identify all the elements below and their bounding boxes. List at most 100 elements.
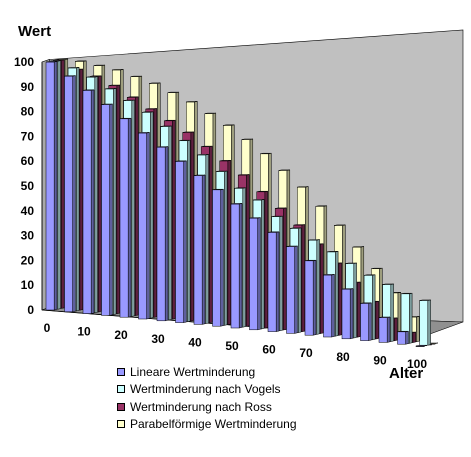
legend-swatch [117, 385, 125, 394]
legend-swatch [117, 367, 125, 376]
bar [193, 174, 206, 325]
bar-side [90, 89, 95, 314]
bar-side [349, 288, 354, 340]
legend-label: Wertminderung nach Vogels [130, 382, 281, 397]
bar-top [364, 274, 376, 276]
bar-side [183, 160, 187, 323]
bar-side [264, 190, 268, 329]
legend-item: Wertminderung nach Vogels [117, 381, 437, 399]
bar-side [227, 160, 231, 325]
bar-side [275, 231, 280, 332]
bar-side [94, 76, 98, 314]
bar-top [286, 245, 298, 247]
bar-side [209, 145, 213, 324]
bar-top [253, 199, 265, 201]
bar-top [175, 160, 187, 162]
bar-top [216, 170, 228, 172]
bar-top [278, 169, 290, 171]
bar-side [412, 331, 416, 343]
bar-top [119, 117, 132, 120]
bar-top [86, 76, 98, 78]
x-tick-label: 40 [188, 335, 202, 349]
bar [249, 217, 261, 331]
bar-side [57, 60, 61, 310]
bar-series [45, 61, 428, 347]
bar-front [82, 90, 92, 314]
bar-top [275, 207, 287, 209]
bar-top [345, 262, 357, 264]
bar-top [308, 239, 320, 241]
bar-side [131, 99, 135, 317]
y-tick-label: 10 [21, 278, 35, 292]
bar [304, 259, 317, 336]
bar-side [164, 146, 169, 322]
bar-top [75, 60, 87, 62]
bar-front [341, 288, 351, 340]
legend-label: Parabelförmige Wertminderung [130, 417, 297, 432]
bar-top [53, 59, 65, 61]
bar-side [353, 262, 357, 339]
legend-item: Lineare Wertminderung [117, 363, 437, 381]
bar-front [267, 232, 277, 332]
bar-side [113, 88, 117, 315]
bar-front [397, 331, 406, 345]
bar-front [323, 274, 332, 338]
bar-side [76, 67, 80, 312]
bar-side [61, 59, 65, 309]
bar-top [101, 103, 113, 105]
bar-side [301, 224, 305, 333]
bar [419, 299, 431, 346]
bar [267, 231, 280, 332]
bar-front [175, 161, 184, 323]
bar [64, 75, 76, 313]
bar-front [45, 61, 55, 311]
bar-front [212, 189, 221, 327]
bar-top [360, 302, 372, 304]
bar-top [271, 215, 283, 217]
bar-side [53, 61, 58, 311]
bar-top [238, 174, 250, 176]
x-axis-label: Alter [389, 365, 423, 382]
bar-side [294, 245, 298, 334]
bar-front [230, 203, 240, 329]
bar-top [378, 316, 391, 318]
bar-top [182, 131, 194, 133]
bar-top [382, 283, 394, 285]
bar-top [230, 203, 243, 205]
bar-top [90, 75, 102, 77]
bar [286, 245, 298, 334]
y-tick-label: 60 [21, 154, 35, 168]
bar-side [283, 207, 287, 331]
bar-top [56, 58, 68, 60]
bar-top [352, 246, 364, 248]
bar-front [193, 175, 203, 325]
bar-side [427, 299, 431, 346]
bar-side [320, 243, 324, 334]
bar-side [146, 132, 150, 320]
bar-top [179, 139, 191, 142]
bar-top [105, 88, 117, 90]
bar-side [390, 283, 394, 342]
bar-top [341, 288, 354, 290]
bar-top [234, 187, 246, 189]
legend-swatch [117, 402, 125, 411]
bar-side [372, 274, 376, 341]
bar-side [357, 281, 361, 338]
bar [397, 330, 409, 345]
y-tick-label: 100 [14, 55, 34, 69]
bar [415, 345, 428, 347]
bar-top [149, 82, 161, 84]
x-tick-label: 0 [44, 321, 51, 335]
bar-side [127, 117, 132, 318]
bar-top [138, 132, 150, 134]
bars [45, 58, 438, 347]
x-tick-label: 20 [114, 328, 128, 342]
legend-swatch [117, 420, 125, 429]
bar-side [238, 203, 243, 329]
bar-top [167, 91, 179, 93]
legend: Lineare Wertminderung Wertminderung nach… [117, 363, 437, 433]
bar [360, 302, 372, 341]
bar-side [153, 108, 157, 318]
bar-front [64, 75, 73, 313]
